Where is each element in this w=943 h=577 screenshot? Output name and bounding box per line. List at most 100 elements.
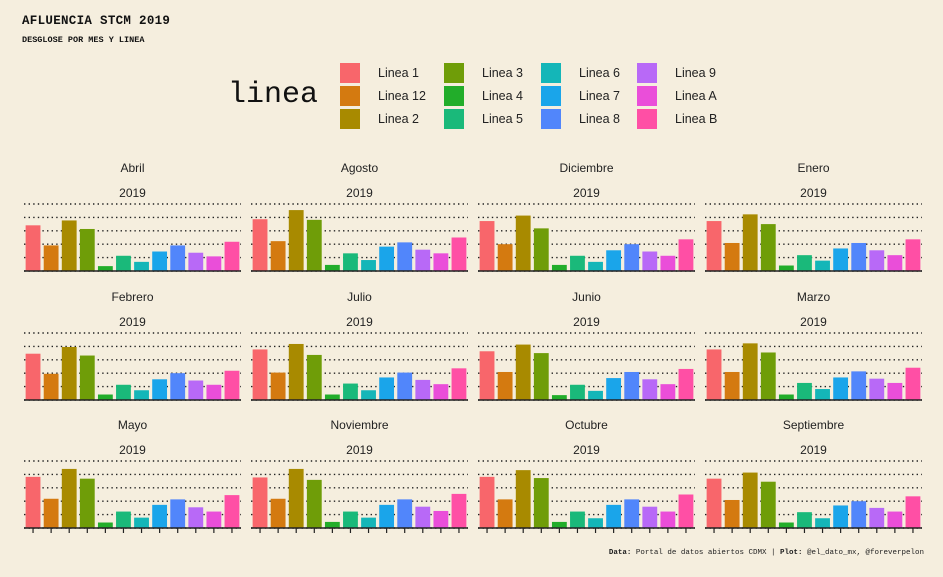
bar [479, 476, 495, 528]
bar [797, 255, 812, 271]
facet-title: Noviembre [330, 418, 388, 432]
bar [379, 377, 395, 400]
facet-title: Enero [797, 161, 829, 175]
legend-label: Linea 7 [579, 89, 621, 103]
bar [588, 390, 603, 400]
bar [497, 499, 513, 528]
legend-item: Linea 2 [340, 109, 419, 129]
legend-item: Linea 7 [541, 86, 620, 106]
legend-label: Linea B [675, 112, 718, 126]
legend-item: Linea B [637, 109, 717, 129]
bar [479, 221, 495, 271]
bar [188, 507, 204, 528]
bar [624, 244, 640, 271]
facet-panel: Octubre 2019 [478, 418, 695, 533]
bar [724, 371, 740, 400]
bar [61, 220, 77, 271]
bar [851, 501, 867, 528]
legend-item: Linea 12 [340, 86, 426, 106]
bar [833, 505, 849, 528]
bar [760, 224, 776, 271]
legend-swatch [637, 63, 657, 83]
legend-swatch [444, 63, 464, 83]
bar [288, 468, 304, 528]
bar [134, 390, 149, 400]
facet-panel: Septiembre 2019 [705, 418, 922, 533]
bar [206, 384, 222, 400]
facet-year: 2019 [119, 186, 146, 200]
bar [152, 251, 168, 271]
legend-label: Linea 5 [482, 112, 524, 126]
chart-subtitle: DESGLOSE POR MES Y LINEA [22, 35, 145, 45]
bar [851, 242, 867, 271]
facet-panel: Agosto 2019 [251, 161, 468, 272]
bar [206, 511, 222, 528]
facet-panel: Marzo 2019 [705, 290, 922, 401]
bar [606, 504, 622, 528]
bar [742, 214, 758, 271]
bar [224, 241, 240, 271]
bar [397, 242, 413, 271]
facet-title: Diciembre [559, 161, 613, 175]
bar [833, 248, 849, 271]
bar [869, 250, 885, 271]
bar [660, 384, 676, 400]
legend-swatch [444, 86, 464, 106]
bar [815, 389, 830, 400]
bar [306, 219, 322, 271]
facet-title: Junio [572, 290, 601, 304]
bar [324, 394, 340, 400]
bar [97, 522, 113, 528]
bar [324, 521, 340, 528]
bar [361, 390, 376, 400]
bar [79, 355, 95, 400]
legend-item: Linea 9 [637, 63, 716, 83]
facet-year: 2019 [800, 443, 827, 457]
legend-item: Linea 6 [541, 63, 620, 83]
bar [551, 521, 567, 528]
bar [252, 349, 268, 400]
caption-plot-text: @el_dato_mx, @foreverpelon [802, 549, 924, 557]
facet-year: 2019 [573, 443, 600, 457]
bar [533, 478, 549, 528]
legend-item: Linea 1 [340, 63, 419, 83]
facet-title: Octubre [565, 418, 608, 432]
bar [815, 260, 830, 271]
bar [134, 517, 149, 528]
legend-item: Linea 4 [444, 86, 523, 106]
legend-label: Linea 4 [482, 89, 524, 103]
bar [851, 371, 867, 400]
bar [306, 354, 322, 400]
facet-title: Julio [347, 290, 372, 304]
bar [515, 344, 531, 400]
facet-year: 2019 [346, 443, 373, 457]
bar [533, 228, 549, 271]
bar [152, 379, 168, 400]
bar [660, 255, 676, 271]
bar [551, 264, 567, 271]
bar [252, 219, 268, 271]
bar [706, 349, 722, 400]
legend-label: Linea 6 [579, 66, 621, 80]
bar [660, 511, 676, 528]
facet-title: Septiembre [783, 418, 845, 432]
legend-swatch [637, 86, 657, 106]
facet-year: 2019 [119, 315, 146, 329]
bar [415, 379, 431, 400]
bar [25, 476, 41, 528]
facet-panel: Abril 2019 [24, 161, 241, 272]
bar [415, 249, 431, 271]
bar [678, 494, 694, 528]
bar [778, 522, 794, 528]
bar [797, 382, 812, 400]
legend-swatch [637, 109, 657, 129]
bar [905, 239, 921, 271]
bar [724, 499, 740, 528]
bar [79, 478, 95, 528]
bar [116, 384, 131, 400]
bar [306, 479, 322, 528]
bar [706, 478, 722, 528]
bar [343, 253, 358, 271]
facet-year: 2019 [346, 315, 373, 329]
legend-swatch [340, 63, 360, 83]
